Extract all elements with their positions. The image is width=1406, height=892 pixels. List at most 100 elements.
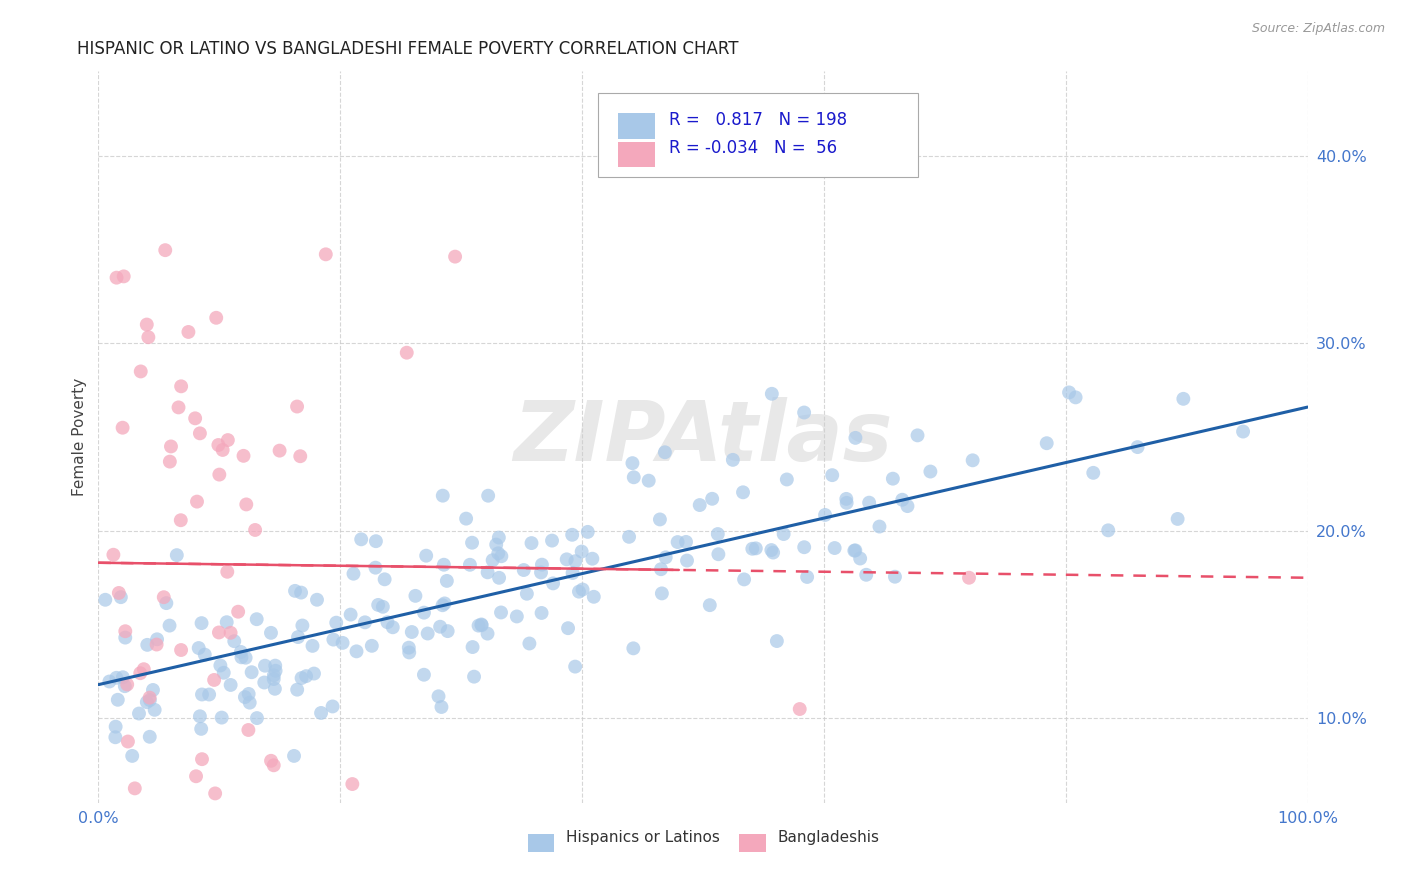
Point bbox=[772, 527, 794, 541]
Point bbox=[263, 672, 285, 686]
Point bbox=[637, 474, 659, 488]
Point bbox=[110, 590, 132, 604]
Point bbox=[432, 599, 454, 613]
Point bbox=[339, 607, 361, 622]
Text: Source: ZipAtlas.com: Source: ZipAtlas.com bbox=[1251, 22, 1385, 36]
Point bbox=[111, 420, 134, 434]
Point bbox=[762, 545, 785, 559]
Point bbox=[858, 496, 880, 510]
Point bbox=[623, 470, 645, 484]
Point bbox=[322, 699, 344, 714]
Point bbox=[135, 318, 157, 332]
Point bbox=[240, 665, 263, 680]
Point bbox=[187, 640, 209, 655]
Point bbox=[530, 566, 553, 580]
Point bbox=[219, 678, 242, 692]
Point bbox=[530, 606, 553, 620]
Point bbox=[962, 453, 984, 467]
Text: Hispanics or Latinos: Hispanics or Latinos bbox=[567, 830, 720, 845]
Point bbox=[1035, 436, 1057, 450]
Point bbox=[309, 706, 332, 720]
Point bbox=[290, 449, 312, 463]
Point bbox=[884, 570, 907, 584]
Point bbox=[485, 538, 508, 552]
Point bbox=[217, 565, 239, 579]
Point bbox=[350, 533, 373, 547]
Point bbox=[401, 625, 423, 640]
Point bbox=[211, 442, 233, 457]
Point bbox=[461, 640, 484, 654]
Point bbox=[654, 550, 676, 565]
Point bbox=[731, 485, 754, 500]
Point bbox=[1173, 392, 1195, 406]
Point bbox=[215, 615, 238, 630]
Point bbox=[486, 546, 509, 560]
Point bbox=[1126, 440, 1149, 454]
Point bbox=[291, 618, 314, 632]
Point bbox=[139, 730, 162, 744]
Point bbox=[260, 625, 283, 640]
Point bbox=[364, 560, 387, 574]
Point bbox=[433, 558, 456, 572]
Point bbox=[354, 615, 377, 630]
Point bbox=[284, 583, 307, 598]
Point bbox=[94, 592, 117, 607]
Text: R = -0.034   N =  56: R = -0.034 N = 56 bbox=[669, 139, 837, 157]
Point bbox=[287, 630, 309, 644]
Point bbox=[721, 453, 744, 467]
Point bbox=[513, 563, 536, 577]
Point bbox=[869, 519, 891, 533]
Point bbox=[650, 562, 672, 576]
Point bbox=[855, 567, 877, 582]
Point bbox=[471, 618, 494, 632]
Point bbox=[506, 609, 529, 624]
Point bbox=[364, 534, 387, 549]
Point bbox=[103, 548, 125, 562]
Point bbox=[146, 632, 169, 647]
Point bbox=[332, 636, 354, 650]
Point bbox=[177, 325, 200, 339]
Point bbox=[159, 618, 181, 632]
Point bbox=[105, 270, 128, 285]
Point bbox=[204, 786, 226, 800]
Point bbox=[246, 711, 269, 725]
Point bbox=[835, 496, 858, 510]
Point bbox=[404, 589, 426, 603]
Point bbox=[232, 449, 254, 463]
Point bbox=[398, 645, 420, 659]
Point bbox=[108, 586, 131, 600]
Point bbox=[152, 591, 174, 605]
Point bbox=[246, 612, 269, 626]
Point bbox=[957, 571, 980, 585]
Point bbox=[793, 405, 815, 419]
Point bbox=[477, 566, 499, 580]
Point bbox=[741, 541, 763, 556]
Point bbox=[430, 700, 453, 714]
Point bbox=[766, 634, 789, 648]
Point bbox=[186, 494, 208, 508]
Point bbox=[621, 641, 644, 656]
Point bbox=[654, 445, 676, 459]
FancyBboxPatch shape bbox=[598, 94, 918, 178]
Point bbox=[191, 688, 214, 702]
Point bbox=[231, 650, 253, 665]
Point bbox=[621, 456, 644, 470]
Point bbox=[470, 617, 492, 632]
Point bbox=[159, 454, 181, 468]
Point bbox=[796, 570, 818, 584]
Point bbox=[290, 671, 312, 685]
Point bbox=[761, 386, 783, 401]
Point bbox=[263, 758, 285, 772]
Point bbox=[285, 682, 308, 697]
Point bbox=[844, 543, 866, 558]
Point bbox=[1064, 390, 1087, 404]
Point bbox=[896, 499, 918, 513]
Point bbox=[1057, 385, 1080, 400]
Point bbox=[207, 438, 229, 452]
Point bbox=[776, 473, 799, 487]
Point bbox=[198, 688, 221, 702]
Point bbox=[564, 659, 586, 673]
Point bbox=[322, 632, 344, 647]
Point bbox=[139, 693, 162, 707]
Point bbox=[107, 693, 129, 707]
